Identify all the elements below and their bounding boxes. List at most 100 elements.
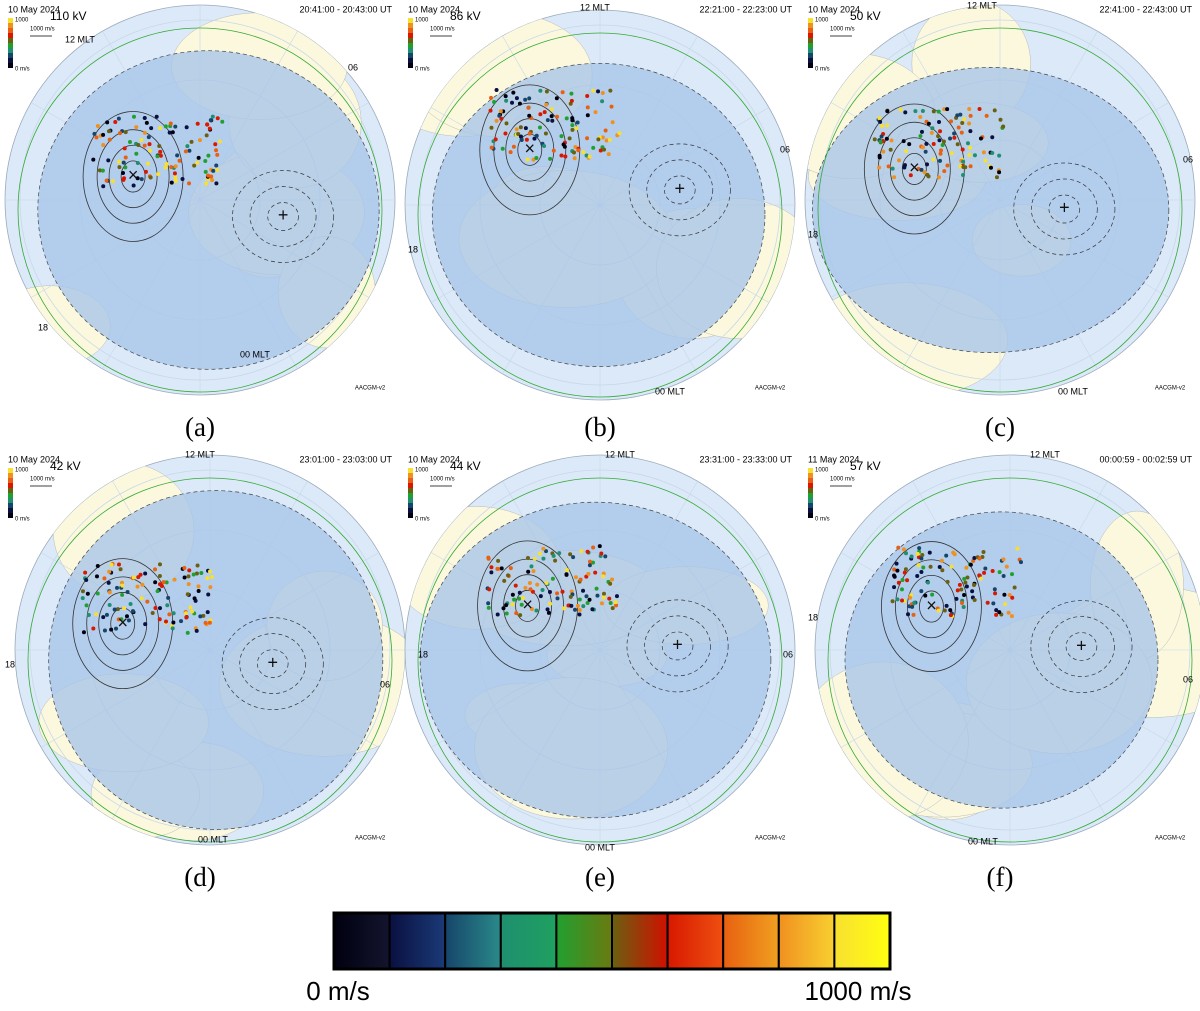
scale-max: 1000 bbox=[815, 468, 829, 474]
velocity-vector bbox=[530, 589, 535, 594]
mlt-midnight: 00 MLT bbox=[240, 349, 270, 359]
velocity-vector bbox=[503, 131, 508, 136]
map-content bbox=[815, 455, 1200, 845]
velocity-vector bbox=[149, 126, 154, 131]
velocity-vector bbox=[537, 125, 542, 130]
velocity-vector bbox=[585, 136, 590, 141]
velocity-vector bbox=[551, 148, 556, 153]
velocity-vector bbox=[502, 578, 507, 583]
mlt-dawn: 06 bbox=[780, 144, 790, 154]
velocity-vector bbox=[572, 607, 577, 612]
velocity-vector bbox=[1010, 572, 1015, 577]
velocity-vector bbox=[587, 597, 592, 602]
velocity-vector bbox=[594, 586, 599, 591]
velocity-vector bbox=[917, 546, 922, 551]
velocity-vector bbox=[961, 605, 966, 610]
velocity-vector bbox=[998, 117, 1003, 122]
velocity-vector bbox=[541, 546, 546, 551]
scale-swatch bbox=[8, 483, 13, 488]
velocity-vector bbox=[982, 570, 987, 575]
velocity-vector bbox=[565, 568, 570, 573]
velocity-vector bbox=[194, 628, 199, 633]
velocity-vector bbox=[512, 597, 517, 602]
mlt-dusk: 18 bbox=[418, 649, 428, 659]
velocity-vector bbox=[600, 99, 605, 104]
time-range: 23:31:00 - 23:33:00 UT bbox=[699, 454, 792, 464]
date: 10 May 2024 bbox=[408, 454, 460, 464]
velocity-vector bbox=[80, 596, 85, 601]
polar-map: ×+ bbox=[404, 9, 796, 401]
velocity-vector bbox=[941, 139, 946, 144]
velocity-vector bbox=[122, 146, 127, 151]
boundary bbox=[417, 32, 783, 398]
velocity-vector bbox=[584, 594, 589, 599]
velocity-vector bbox=[123, 155, 128, 160]
velocity-vector bbox=[177, 158, 182, 163]
velocity-vector bbox=[127, 139, 132, 144]
velocity-vector bbox=[496, 558, 501, 563]
velocity-vector bbox=[928, 564, 933, 569]
velocity-vector bbox=[919, 556, 924, 561]
mlt-dawn: 06 bbox=[1183, 154, 1193, 164]
velocity-vector bbox=[877, 116, 882, 121]
velocity-vector bbox=[495, 566, 500, 571]
colorbar-segment bbox=[833, 912, 892, 970]
polar-map: ×+ bbox=[4, 4, 396, 396]
velocity-vector bbox=[993, 591, 998, 596]
velocity-vector bbox=[983, 158, 988, 163]
velocity-vector bbox=[489, 570, 494, 575]
velocity-vector bbox=[148, 175, 153, 180]
mlt-noon: 12 MLT bbox=[605, 449, 635, 459]
velocity-vector bbox=[567, 136, 572, 141]
velocity-vector bbox=[167, 130, 172, 135]
velocity-vector bbox=[918, 133, 923, 138]
velocity-vector bbox=[994, 612, 999, 617]
colorbar-segment bbox=[722, 912, 780, 970]
velocity-vector bbox=[895, 568, 900, 573]
velocity-vector bbox=[907, 142, 912, 147]
velocity-vector bbox=[919, 569, 924, 574]
velocity-vector bbox=[952, 131, 957, 136]
velocity-vector bbox=[945, 163, 950, 168]
color-scale bbox=[408, 468, 413, 518]
velocity-vector bbox=[541, 556, 546, 561]
velocity-vector bbox=[591, 560, 596, 565]
velocity-vector bbox=[107, 603, 112, 608]
scale-max: 1000 bbox=[415, 18, 429, 24]
mlt-noon: 12 MLT bbox=[1030, 449, 1060, 459]
velocity-vector bbox=[184, 125, 189, 130]
velocity-vector bbox=[585, 105, 590, 110]
velocity-vector bbox=[504, 611, 509, 616]
velocity-vector bbox=[544, 89, 549, 94]
velocity-vector bbox=[506, 573, 511, 578]
velocity-vector bbox=[529, 564, 534, 569]
velocity-vector bbox=[937, 138, 942, 143]
velocity-vector bbox=[587, 154, 592, 159]
velocity-vector bbox=[895, 597, 900, 602]
velocity-vector bbox=[84, 603, 89, 608]
colorbar-min: 0 m/s bbox=[306, 976, 370, 1006]
velocity-vector bbox=[537, 551, 542, 556]
velocity-vector bbox=[944, 603, 949, 608]
velocity-vector bbox=[495, 612, 500, 617]
scale-vector: 1000 m/s bbox=[430, 27, 455, 33]
velocity-vector bbox=[949, 564, 954, 569]
velocity-vector bbox=[994, 175, 999, 180]
contour bbox=[221, 617, 324, 710]
velocity-vector bbox=[169, 165, 174, 170]
velocity-vector bbox=[116, 617, 121, 622]
color-scale bbox=[808, 18, 813, 68]
velocity-vector bbox=[548, 601, 553, 606]
velocity-vector bbox=[154, 114, 159, 119]
contour bbox=[86, 576, 160, 671]
velocity-vector bbox=[603, 554, 608, 559]
velocity-vector bbox=[938, 158, 943, 163]
velocity-vector bbox=[942, 107, 947, 112]
velocity-vector bbox=[126, 618, 131, 623]
velocity-vector bbox=[555, 114, 560, 119]
velocity-vector bbox=[140, 582, 145, 587]
velocity-vector bbox=[609, 104, 614, 109]
velocity-vector bbox=[180, 176, 185, 181]
velocity-vector bbox=[183, 611, 188, 616]
velocity-vector bbox=[888, 147, 893, 152]
